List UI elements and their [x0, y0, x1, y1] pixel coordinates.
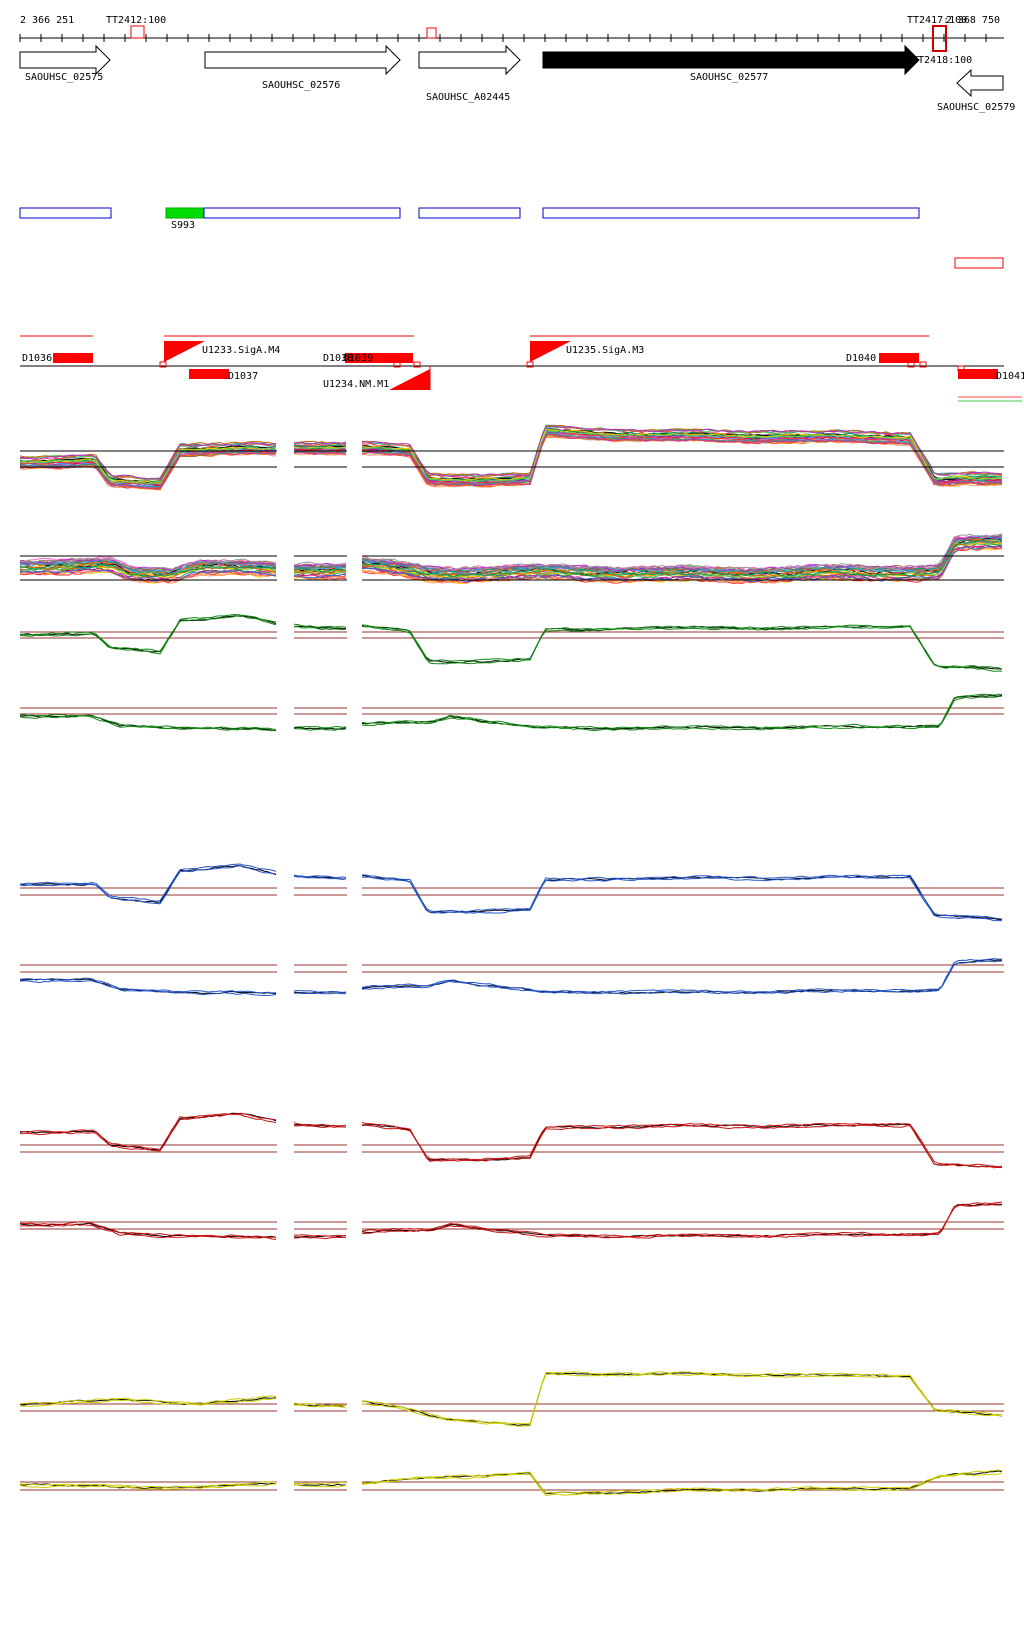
feature-tick — [393, 361, 401, 368]
track-series-line — [19, 1469, 1003, 1494]
track-series-line — [19, 863, 1003, 920]
terminator-marker[interactable] — [426, 27, 437, 39]
track-multi-1 — [19, 424, 1004, 491]
feature-label: D1036 — [22, 353, 52, 364]
cds-box[interactable] — [203, 207, 401, 219]
segment-box[interactable] — [165, 207, 205, 219]
feature-tick — [526, 361, 534, 368]
track-series-line — [19, 613, 1003, 670]
track-series-line — [19, 1472, 1003, 1497]
axis-start-label: 2 366 251 — [20, 15, 74, 26]
track-series-line — [20, 1373, 1003, 1427]
track-yellow — [19, 1371, 1004, 1497]
feature-block[interactable] — [189, 369, 229, 379]
gene-label: SAOUHSC_02577 — [690, 72, 768, 83]
track-blue — [19, 863, 1004, 997]
feature-tick — [907, 361, 915, 368]
track-series-line — [19, 1371, 1002, 1425]
feature-label: D1038 — [323, 353, 353, 364]
gene-arrow-highlighted[interactable] — [542, 44, 920, 76]
terminator-label: TT2412:100 — [106, 15, 166, 26]
track-series-line — [19, 1112, 1003, 1168]
feature-tick — [413, 361, 421, 368]
feature-label: U1234.NM.M1 — [323, 379, 389, 390]
feature-label: U1235.SigA.M3 — [566, 345, 644, 356]
track-series-line — [19, 1201, 1003, 1239]
promoter-triangle[interactable] — [164, 341, 205, 362]
terminator-marker[interactable] — [932, 25, 947, 52]
feature-label: D1040 — [846, 353, 876, 364]
coordinate-axis: 2 366 251 2 368 750 TT2412:100 TT2417:10… — [19, 15, 1004, 66]
track-series-line — [19, 546, 1003, 584]
feature-block[interactable] — [53, 353, 93, 363]
gene-track: SAOUHSC_02575 SAOUHSC_02576 SAOUHSC_A024… — [19, 44, 1015, 113]
gene-arrow[interactable] — [19, 44, 111, 76]
gene-label: SAOUHSC_02579 — [937, 102, 1015, 113]
cds-box[interactable] — [19, 207, 112, 219]
promoter-triangle[interactable] — [389, 369, 430, 390]
expression-tracks — [19, 424, 1004, 1497]
track-series-line — [19, 615, 1002, 672]
terminator-marker[interactable] — [130, 25, 145, 39]
cds-box[interactable] — [418, 207, 521, 219]
gene-arrow[interactable] — [956, 68, 1004, 98]
feature-label: D1041 — [996, 371, 1024, 382]
feature-label: D1037 — [228, 371, 258, 382]
terminator-label: TT2417:100 — [907, 15, 967, 26]
track-series-line — [19, 1372, 1003, 1426]
axis-ticks — [19, 34, 987, 42]
track-red — [19, 1112, 1004, 1240]
cds-track: S993 — [19, 207, 1004, 269]
cds-box[interactable] — [542, 207, 920, 219]
promoter-triangle[interactable] — [530, 341, 571, 362]
feature-tick — [159, 361, 167, 368]
feature-tick — [919, 361, 927, 368]
gene-arrow[interactable] — [418, 44, 521, 76]
track-series-line — [19, 539, 1003, 578]
gene-label: SAOUHSC_A02445 — [426, 92, 510, 103]
track-series-line — [20, 693, 1003, 731]
track-multi-2 — [19, 533, 1004, 585]
segment-label: S993 — [171, 220, 195, 231]
track-series-line — [19, 958, 1002, 994]
feature-track: D1036 U1233.SigA.M4 D1037 D1038 D1039 U1… — [20, 335, 1024, 402]
feature-block[interactable] — [879, 353, 919, 363]
gene-label: SAOUHSC_02576 — [262, 80, 340, 91]
axis-end-label: 2 368 750 — [946, 15, 1000, 26]
terminator-label: TT2418:100 — [912, 55, 972, 66]
feature-label: U1233.SigA.M4 — [202, 345, 280, 356]
track-series-line — [19, 425, 1003, 480]
feature-label: D1039 — [343, 353, 373, 364]
track-series-line — [19, 430, 1002, 485]
track-series-line — [19, 1203, 1003, 1240]
feature-block[interactable] — [345, 353, 413, 363]
feature-block[interactable] — [958, 369, 998, 379]
track-green — [19, 613, 1004, 732]
gene-label: SAOUHSC_02575 — [25, 72, 103, 83]
track-series-line — [19, 533, 1003, 571]
cds-box-red[interactable] — [954, 257, 1004, 269]
feature-tick — [957, 365, 965, 372]
track-series-line — [19, 865, 1003, 922]
track-series-line — [19, 1113, 1003, 1169]
gene-arrow[interactable] — [204, 44, 401, 76]
